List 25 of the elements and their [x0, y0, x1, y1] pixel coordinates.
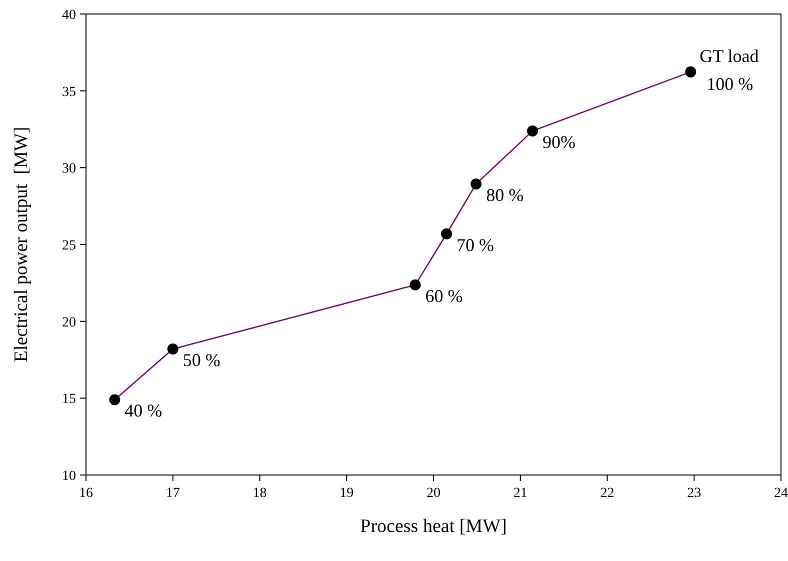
annotation: 50 % — [182, 350, 220, 370]
annotation: 80 % — [486, 184, 524, 205]
x-tick-label: 24 — [774, 486, 788, 501]
x-tick-label: 21 — [513, 486, 528, 501]
annotation: 90% — [542, 132, 576, 152]
x-tick-label: 17 — [166, 486, 180, 501]
y-tick-label: 15 — [62, 392, 76, 408]
y-tick-label: 25 — [62, 238, 76, 254]
x-tick-label: 18 — [252, 486, 267, 501]
x-axis-title: Process heat [MW] — [360, 516, 507, 537]
x-tick-label: 16 — [79, 486, 93, 501]
y-tick-label: 40 — [62, 8, 76, 23]
annotation: GT load 100 % — [700, 46, 759, 94]
y-tick-label: 10 — [62, 469, 76, 484]
x-tick-label: 20 — [426, 486, 440, 501]
y-tick-label: 30 — [62, 162, 76, 177]
x-tick-label: 23 — [687, 486, 702, 501]
x-tick-label: 22 — [600, 486, 614, 501]
y-axis-title: Electrical power output [MW] — [11, 126, 32, 362]
y-tick-label: 20 — [62, 315, 76, 330]
annotation: 40 % — [124, 400, 162, 421]
annotation: 60 % — [425, 286, 463, 306]
y-tick-label: 35 — [62, 84, 76, 100]
x-tick-label: 19 — [340, 486, 354, 501]
annotation: 70 % — [456, 234, 494, 255]
